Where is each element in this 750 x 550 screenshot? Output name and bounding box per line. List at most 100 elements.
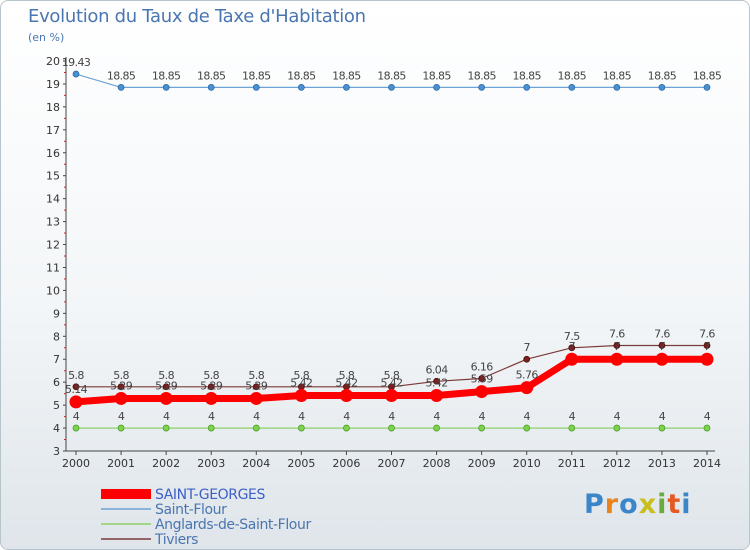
data-point bbox=[297, 83, 305, 91]
data-label: 4 bbox=[478, 410, 485, 423]
data-point bbox=[69, 395, 83, 409]
data-label: 6.04 bbox=[426, 363, 449, 376]
x-tick-label: 2005 bbox=[287, 457, 315, 470]
data-label: 5.8 bbox=[339, 369, 355, 382]
data-label: 18.85 bbox=[197, 69, 226, 82]
data-point bbox=[568, 83, 576, 91]
data-label: 4 bbox=[118, 410, 125, 423]
logo-letter: P bbox=[584, 489, 605, 520]
data-point bbox=[159, 391, 173, 405]
data-point bbox=[610, 352, 624, 366]
legend-entry: Anglards-de-Saint-Flour bbox=[155, 517, 311, 533]
data-label: 4 bbox=[343, 410, 350, 423]
data-label: 5.29 bbox=[200, 379, 223, 392]
data-point bbox=[388, 424, 395, 432]
data-point bbox=[294, 388, 308, 402]
data-point bbox=[72, 70, 80, 78]
data-point bbox=[207, 83, 215, 91]
data-label: 18.85 bbox=[332, 69, 361, 82]
data-label: 7 bbox=[704, 340, 711, 353]
data-point bbox=[207, 383, 215, 391]
data-point bbox=[568, 344, 576, 352]
data-label: 4 bbox=[569, 410, 576, 423]
data-label: 7 bbox=[614, 340, 621, 353]
data-point bbox=[252, 383, 260, 391]
data-label: 5.42 bbox=[290, 376, 312, 389]
chart-unit-label: (en %) bbox=[28, 31, 65, 44]
data-label: 7.5 bbox=[564, 330, 580, 343]
data-label: 7.6 bbox=[609, 327, 625, 340]
data-point bbox=[523, 424, 531, 432]
y-tick-label: 19 bbox=[46, 78, 60, 91]
data-label: 5.42 bbox=[335, 376, 357, 389]
data-label: 4 bbox=[659, 410, 666, 423]
data-point bbox=[523, 355, 531, 363]
legend-entry: Saint-Flour bbox=[155, 502, 227, 518]
data-label: 6.16 bbox=[471, 361, 494, 374]
data-point bbox=[613, 342, 621, 349]
data-point bbox=[568, 424, 576, 432]
data-label: 18.85 bbox=[558, 69, 587, 82]
data-label: 18.85 bbox=[377, 69, 406, 82]
data-point bbox=[252, 424, 260, 432]
data-point bbox=[478, 375, 486, 382]
y-tick-label: 3 bbox=[53, 445, 60, 458]
data-point bbox=[703, 424, 711, 432]
data-point bbox=[117, 83, 125, 91]
y-tick-label: 17 bbox=[46, 124, 60, 137]
y-tick-label: 9 bbox=[53, 307, 60, 320]
data-point bbox=[162, 383, 170, 391]
data-point bbox=[117, 424, 125, 432]
data-label: 4 bbox=[73, 410, 80, 423]
data-label: 7.6 bbox=[654, 327, 670, 340]
data-point bbox=[475, 385, 489, 399]
data-label: 18.85 bbox=[107, 69, 136, 82]
data-point bbox=[433, 377, 440, 385]
x-tick-label: 2014 bbox=[693, 457, 721, 470]
data-point bbox=[655, 352, 669, 366]
data-label: 5.8 bbox=[384, 369, 400, 382]
data-point bbox=[385, 388, 398, 402]
data-point bbox=[249, 391, 263, 405]
data-label: 5.8 bbox=[203, 369, 219, 382]
y-tick-label: 15 bbox=[46, 170, 60, 183]
y-tick-label: 6 bbox=[53, 376, 60, 389]
y-tick-label: 11 bbox=[46, 261, 60, 274]
x-tick-label: 2010 bbox=[513, 457, 541, 470]
data-point bbox=[658, 83, 666, 91]
data-label: 5.8 bbox=[294, 369, 310, 382]
data-label: 4 bbox=[524, 410, 531, 423]
logo-letter: r bbox=[604, 489, 620, 520]
data-point bbox=[339, 388, 353, 402]
data-label: 18.85 bbox=[287, 69, 316, 82]
data-label: 18.85 bbox=[152, 69, 181, 82]
x-tick-label: 2001 bbox=[107, 457, 135, 470]
data-label: 5.42 bbox=[426, 376, 448, 389]
data-label: 5.29 bbox=[245, 379, 268, 392]
data-point bbox=[523, 83, 531, 91]
data-label: 7 bbox=[524, 341, 531, 354]
data-point bbox=[162, 424, 170, 432]
data-label: 4 bbox=[298, 410, 305, 423]
data-label: 18.85 bbox=[648, 69, 677, 82]
data-label: 7 bbox=[659, 340, 666, 353]
data-label: 5.76 bbox=[516, 369, 539, 382]
data-label: 18.85 bbox=[603, 69, 632, 82]
data-point bbox=[565, 352, 579, 366]
logo-letter: i bbox=[681, 489, 692, 520]
data-point bbox=[72, 424, 80, 432]
logo-letter: t bbox=[667, 489, 682, 520]
data-point bbox=[297, 424, 305, 432]
data-point bbox=[433, 424, 440, 432]
logo-letter: i bbox=[657, 489, 668, 520]
data-label: 4 bbox=[253, 410, 260, 423]
data-label: 18.85 bbox=[467, 69, 496, 82]
y-tick-label: 16 bbox=[46, 147, 60, 160]
logo-letter: x bbox=[638, 489, 658, 520]
data-label: 18.85 bbox=[422, 69, 451, 82]
data-label: 4 bbox=[163, 410, 170, 423]
x-tick-label: 2013 bbox=[648, 457, 676, 470]
y-tick-label: 10 bbox=[46, 284, 60, 297]
data-point bbox=[388, 83, 395, 91]
data-point bbox=[207, 424, 215, 432]
